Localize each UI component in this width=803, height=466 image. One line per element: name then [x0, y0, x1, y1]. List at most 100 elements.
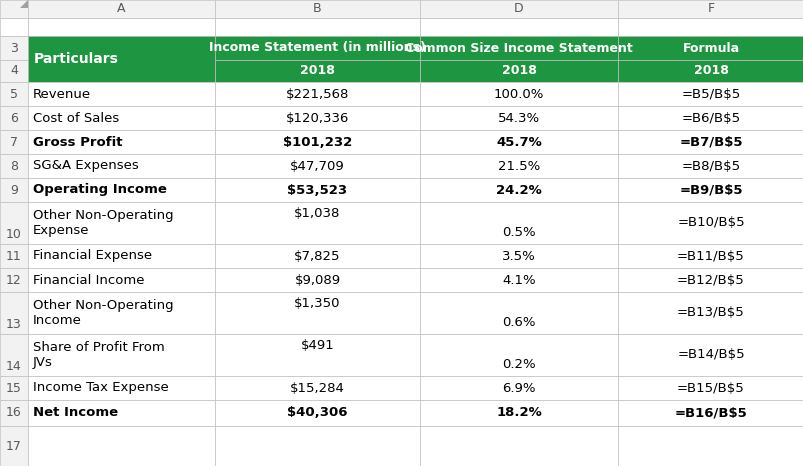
Text: 16: 16 — [6, 406, 22, 419]
Bar — [214, 0, 419, 18]
Bar — [0, 202, 28, 244]
Bar — [28, 400, 214, 426]
Bar — [214, 292, 419, 334]
Bar — [618, 202, 803, 244]
Bar — [618, 18, 803, 36]
Text: Income Tax Expense: Income Tax Expense — [33, 382, 169, 395]
Bar — [618, 36, 803, 60]
Text: $221,568: $221,568 — [285, 88, 349, 101]
Bar — [28, 106, 214, 130]
Bar — [0, 82, 28, 106]
Bar — [0, 426, 28, 466]
Bar — [28, 130, 214, 154]
Text: $15,284: $15,284 — [290, 382, 344, 395]
Bar — [214, 18, 419, 36]
Text: Other Non-Operating
Income: Other Non-Operating Income — [33, 299, 173, 327]
Bar — [28, 334, 214, 376]
Text: 15: 15 — [6, 382, 22, 395]
Text: Operating Income: Operating Income — [33, 184, 167, 197]
Text: Financial Expense: Financial Expense — [33, 249, 152, 262]
Text: 2018: 2018 — [501, 64, 536, 77]
Text: 4.1%: 4.1% — [502, 274, 535, 287]
Text: 0.2%: 0.2% — [502, 358, 535, 371]
Bar — [419, 60, 618, 82]
Bar — [419, 178, 618, 202]
Text: Other Non-Operating
Expense: Other Non-Operating Expense — [33, 209, 173, 237]
Text: 45.7%: 45.7% — [495, 136, 541, 149]
Text: Common Size Income Statement: Common Size Income Statement — [405, 41, 632, 55]
Bar — [0, 178, 28, 202]
Bar — [214, 154, 419, 178]
Bar — [28, 0, 214, 18]
Text: $47,709: $47,709 — [290, 159, 344, 172]
Text: $101,232: $101,232 — [283, 136, 352, 149]
Bar — [618, 106, 803, 130]
Text: 2018: 2018 — [693, 64, 728, 77]
Text: 3.5%: 3.5% — [502, 249, 536, 262]
Text: 10: 10 — [6, 228, 22, 241]
Text: =B6/B$5: =B6/B$5 — [681, 111, 740, 124]
Text: 2018: 2018 — [300, 64, 335, 77]
Text: =B14/B$5: =B14/B$5 — [676, 349, 744, 362]
Bar — [419, 202, 618, 244]
Text: $491: $491 — [300, 339, 334, 352]
Text: B: B — [313, 2, 321, 15]
Text: 24.2%: 24.2% — [495, 184, 541, 197]
Bar — [0, 0, 28, 18]
Bar — [214, 36, 419, 60]
Text: 8: 8 — [10, 159, 18, 172]
Text: 21.5%: 21.5% — [497, 159, 540, 172]
Text: 54.3%: 54.3% — [497, 111, 540, 124]
Bar — [28, 376, 214, 400]
Text: D: D — [514, 2, 524, 15]
Bar — [618, 376, 803, 400]
Bar — [618, 244, 803, 268]
Text: $1,038: $1,038 — [294, 207, 340, 220]
Bar — [618, 178, 803, 202]
Text: $120,336: $120,336 — [285, 111, 349, 124]
Text: =B8/B$5: =B8/B$5 — [681, 159, 740, 172]
Bar — [419, 400, 618, 426]
Bar — [419, 292, 618, 334]
Bar — [28, 178, 214, 202]
Text: 100.0%: 100.0% — [493, 88, 544, 101]
Bar — [28, 268, 214, 292]
Bar — [214, 376, 419, 400]
Bar — [618, 268, 803, 292]
Text: 13: 13 — [6, 318, 22, 331]
Text: 4: 4 — [10, 64, 18, 77]
Text: Particulars: Particulars — [34, 52, 119, 66]
Bar — [618, 292, 803, 334]
Text: 11: 11 — [6, 249, 22, 262]
Text: 9: 9 — [10, 184, 18, 197]
Bar — [419, 426, 618, 466]
Bar — [0, 18, 28, 36]
Text: =B16/B$5: =B16/B$5 — [674, 406, 747, 419]
Bar — [214, 268, 419, 292]
Text: 6.9%: 6.9% — [502, 382, 535, 395]
Bar — [214, 82, 419, 106]
Text: =B9/B$5: =B9/B$5 — [679, 184, 742, 197]
Text: Gross Profit: Gross Profit — [33, 136, 122, 149]
Text: 17: 17 — [6, 439, 22, 452]
Bar — [419, 334, 618, 376]
Bar — [28, 82, 214, 106]
Bar — [0, 106, 28, 130]
Bar — [618, 60, 803, 82]
Bar — [0, 36, 28, 60]
Bar — [0, 130, 28, 154]
Bar — [0, 154, 28, 178]
Bar — [419, 376, 618, 400]
Text: =B15/B$5: =B15/B$5 — [676, 382, 744, 395]
Bar — [28, 202, 214, 244]
Bar — [0, 268, 28, 292]
Text: 0.5%: 0.5% — [502, 226, 535, 239]
Bar — [28, 426, 214, 466]
Text: Net Income: Net Income — [33, 406, 118, 419]
Bar — [419, 0, 618, 18]
Text: $9,089: $9,089 — [294, 274, 340, 287]
Text: =B10/B$5: =B10/B$5 — [676, 217, 744, 229]
Bar — [618, 154, 803, 178]
Bar — [419, 106, 618, 130]
Bar — [419, 82, 618, 106]
